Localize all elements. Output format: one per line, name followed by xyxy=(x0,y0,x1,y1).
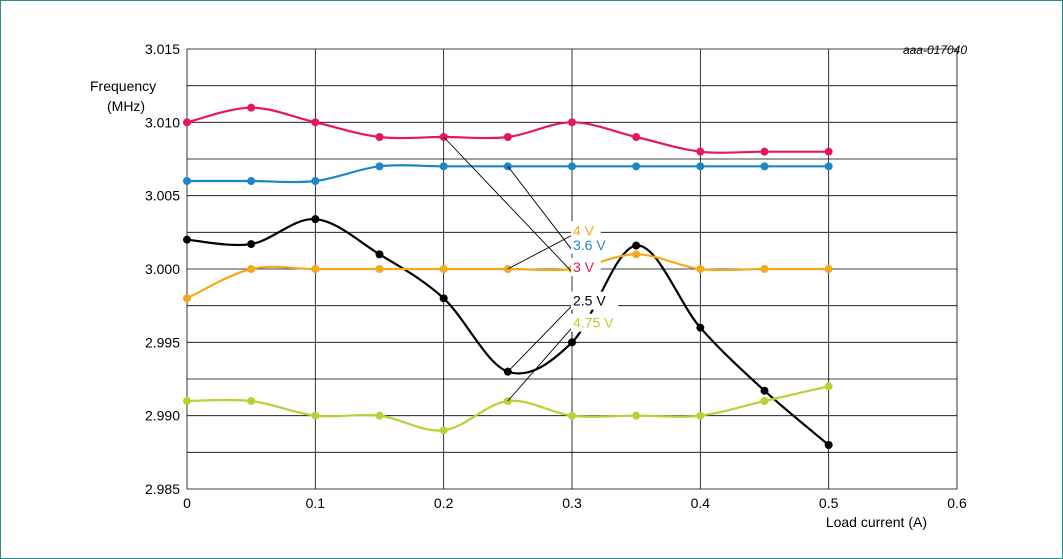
data-point-3-v xyxy=(696,147,705,156)
data-point-3-v xyxy=(503,133,512,141)
data-point-3-6-v xyxy=(375,162,384,171)
y-tick-label: 3.010 xyxy=(145,114,180,130)
data-point-3-v xyxy=(824,147,833,156)
pointer-line-3-6-v xyxy=(507,166,573,251)
data-point-3-6-v xyxy=(439,162,448,171)
series-labels: 4 V3.6 V 3 V 2.5 V 4.75 V xyxy=(571,221,627,332)
x-tick-label: 0.2 xyxy=(434,495,454,511)
data-point-3-6-v xyxy=(311,177,320,185)
data-point-3-v xyxy=(760,147,769,156)
series-line-3-v xyxy=(186,106,829,154)
x-tick-label: 0.4 xyxy=(691,495,711,511)
data-point-2-5-v xyxy=(632,241,641,250)
y-axis-label-line2: (MHz) xyxy=(107,98,145,114)
data-point-4-75-v xyxy=(696,411,705,420)
data-point-3-v xyxy=(568,118,576,127)
pointer-line-4-75-v xyxy=(507,327,573,402)
data-point-2-5-v xyxy=(247,240,256,249)
x-tick-label: 0.3 xyxy=(562,495,582,511)
data-point-4-75-v xyxy=(824,382,833,391)
data-point-2-5-v xyxy=(311,215,320,224)
data-point-4-75-v xyxy=(439,426,448,435)
data-point-4-75-v xyxy=(247,397,256,405)
data-point-4-v xyxy=(183,294,191,303)
data-point-4-v xyxy=(632,250,641,259)
series-label-3-v: 3 V xyxy=(573,259,595,275)
x-tick-label: 0.1 xyxy=(306,495,326,511)
series-label-bg-3-6-v xyxy=(571,235,618,254)
data-point-3-6-v xyxy=(824,162,833,171)
data-point-4-v xyxy=(760,265,769,273)
data-point-3-6-v xyxy=(568,162,576,171)
data-point-3-v xyxy=(183,118,191,127)
data-point-2-5-v xyxy=(439,294,448,303)
data-point-4-75-v xyxy=(375,411,384,420)
annotation-pointers xyxy=(443,136,573,402)
data-point-3-6-v xyxy=(760,162,769,171)
data-point-4-75-v xyxy=(183,397,191,405)
data-point-4-v xyxy=(247,265,256,273)
data-point-2-5-v xyxy=(824,441,833,449)
data-point-3-6-v xyxy=(696,162,705,171)
data-point-3-v xyxy=(247,103,256,112)
series-label-bg-4-v xyxy=(571,221,601,240)
data-point-4-v xyxy=(439,265,448,273)
series-label-2-5-v: 2.5 V xyxy=(573,293,606,309)
pointer-line-2-5-v xyxy=(507,305,573,372)
series-label-4-v: 4 V xyxy=(573,222,595,238)
y-tick-label: 2.995 xyxy=(145,334,180,350)
x-tick-label: 0 xyxy=(183,495,191,511)
data-point-3-6-v xyxy=(247,177,256,185)
figure-id: aaa-017040 xyxy=(903,43,967,57)
y-tick-label: 3.015 xyxy=(145,41,180,57)
x-axis-label: Load current (A) xyxy=(826,514,927,530)
data-point-3-v xyxy=(632,133,641,141)
series-label-3-6-v: 3.6 V xyxy=(573,237,606,253)
data-point-4-v xyxy=(696,265,705,273)
y-tick-label: 2.990 xyxy=(145,408,180,424)
x-tick-label: 0.5 xyxy=(819,495,839,511)
data-point-2-5-v xyxy=(760,386,769,395)
data-point-3-v xyxy=(375,133,384,141)
series-line-2-5-v xyxy=(186,218,830,446)
data-point-4-v xyxy=(375,265,384,273)
data-point-4-75-v xyxy=(632,411,641,420)
data-point-3-v xyxy=(311,118,320,127)
series-line-4-v xyxy=(186,253,829,300)
tick-labels: 0 0.1 0.2 0.3 0.4 0.5 0.6 3.015 3.010 3.005 3.000 2… xyxy=(145,41,967,511)
data-point-4-75-v xyxy=(760,397,769,405)
data-point-2-5-v xyxy=(375,250,384,259)
series-label-bg-2-5-v xyxy=(571,291,618,310)
data-point-4-v xyxy=(824,265,833,273)
data-point-2-5-v xyxy=(696,323,705,332)
pointer-line-3-v xyxy=(443,136,573,273)
x-tick-label: 0.6 xyxy=(947,495,967,511)
series-line-4-75-v xyxy=(186,385,829,432)
series-layer xyxy=(183,103,833,449)
series-label-bg-3-v xyxy=(571,257,601,276)
y-tick-label: 2.985 xyxy=(145,481,180,497)
data-point-2-5-v xyxy=(183,235,191,244)
y-axis-label-line1: Frequency xyxy=(90,78,156,94)
series-label-bg-4-75-v xyxy=(571,313,627,332)
data-point-3-6-v xyxy=(183,177,191,185)
y-tick-label: 3.000 xyxy=(145,261,180,277)
data-point-3-6-v xyxy=(632,162,641,171)
series-label-4-75-v: 4.75 V xyxy=(573,315,614,331)
pointer-line-4-v xyxy=(507,234,573,270)
y-tick-label: 3.005 xyxy=(145,188,180,204)
data-point-4-v xyxy=(311,265,320,273)
data-point-4-75-v xyxy=(568,411,576,420)
data-point-4-75-v xyxy=(311,411,320,420)
